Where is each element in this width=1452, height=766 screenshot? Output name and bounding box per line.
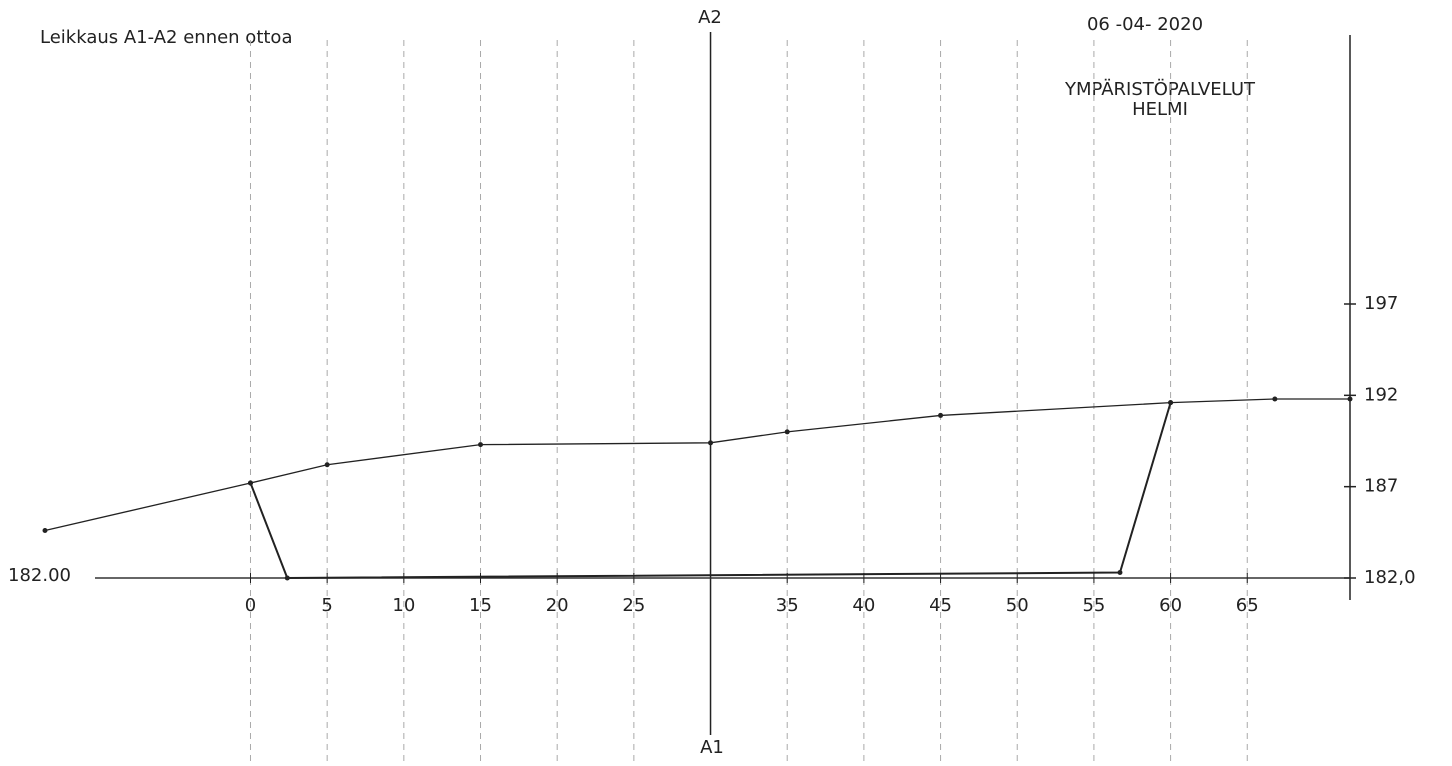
point (42, 528, 48, 534)
point (247, 480, 253, 486)
x-tick-label: 35 (776, 595, 799, 616)
y-tick-label: 187 (1364, 476, 1398, 497)
point (1117, 570, 1123, 576)
y-tick-label: 192 (1364, 384, 1398, 405)
axis-top-label: A2 (698, 7, 722, 28)
point (708, 440, 714, 446)
x-tick-label: 45 (929, 595, 952, 616)
x-tick-label: 25 (622, 595, 645, 616)
x-tick-label: 5 (321, 595, 332, 616)
profile-line (44, 398, 1350, 532)
y-tick-label: 197 (1364, 293, 1398, 314)
point (784, 429, 790, 435)
point (938, 412, 944, 418)
baseline-label: 182.00 (8, 565, 71, 586)
profile-line (249, 402, 1172, 580)
x-tick-label: 50 (1006, 595, 1029, 616)
stamp-date: 06 -04- 2020 (1087, 14, 1203, 35)
point (478, 442, 484, 448)
chart-title: Leikkaus A1-A2 ennen ottoa (40, 27, 292, 48)
x-tick-label: 60 (1159, 595, 1182, 616)
x-tick-label: 15 (469, 595, 492, 616)
point (1168, 400, 1174, 406)
x-tick-label: 65 (1236, 595, 1259, 616)
x-tick-label: 0 (245, 595, 256, 616)
stamp-line2: HELMI (1132, 99, 1188, 120)
point (324, 462, 330, 468)
axis-bottom-label: A1 (700, 737, 724, 758)
point (1272, 396, 1278, 402)
x-tick-label: 20 (546, 595, 569, 616)
point (284, 575, 290, 581)
x-tick-label: 40 (852, 595, 875, 616)
y-tick-label: 182,0 (1364, 567, 1416, 588)
x-tick-label: 55 (1082, 595, 1105, 616)
point (1347, 396, 1353, 402)
x-tick-label: 10 (392, 595, 415, 616)
stamp-line1: YMPÄRISTÖPALVELUT (1064, 78, 1256, 100)
